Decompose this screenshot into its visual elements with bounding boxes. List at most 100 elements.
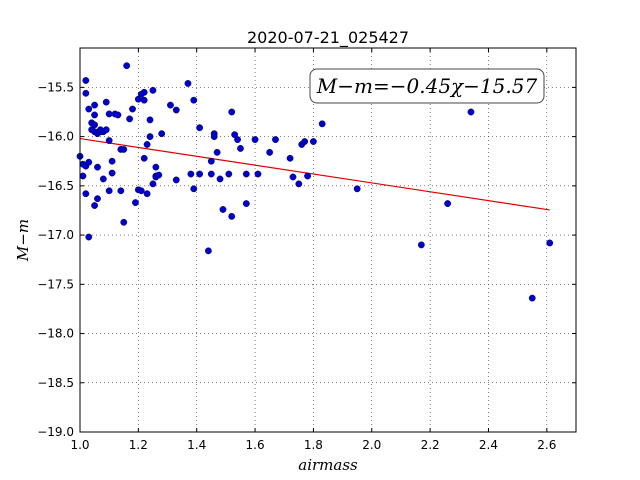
y-tick-label: −19.0	[37, 425, 74, 439]
data-point	[219, 206, 227, 213]
plot-frame	[79, 47, 577, 433]
data-point	[167, 101, 174, 109]
data-point	[82, 77, 90, 84]
data-point	[94, 195, 101, 203]
data-point	[444, 200, 452, 207]
data-point	[120, 218, 128, 226]
x-tick-label: 2.2	[421, 438, 440, 452]
data-point	[85, 233, 93, 241]
y-tick-label: −16.0	[37, 130, 74, 144]
data-point	[207, 170, 215, 178]
data-point	[132, 199, 139, 206]
chart-title: 2020-07-21_025427	[247, 28, 409, 48]
data-point	[207, 157, 215, 165]
data-point	[196, 170, 204, 178]
data-point	[105, 110, 113, 118]
data-point	[143, 190, 151, 198]
data-point	[140, 88, 148, 96]
data-point	[91, 101, 98, 109]
data-point	[102, 98, 110, 106]
data-point	[225, 170, 233, 178]
x-tick-label: 1.6	[246, 438, 265, 452]
data-point	[237, 145, 244, 152]
data-point	[149, 180, 157, 188]
data-point	[105, 187, 113, 195]
data-point	[114, 111, 122, 119]
data-point	[228, 108, 236, 116]
data-point	[172, 106, 180, 114]
y-axis-label: M−m	[14, 219, 32, 262]
data-point	[155, 171, 163, 179]
fit-equation-box: M−m=−0.45χ−15.57	[309, 68, 545, 104]
data-point	[467, 108, 475, 116]
y-tick-label: −16.5	[37, 179, 74, 193]
data-point	[146, 116, 154, 124]
data-point	[99, 175, 107, 183]
data-point	[187, 170, 195, 178]
x-tick-label: 2.6	[537, 438, 556, 452]
fit-line	[79, 137, 550, 211]
data-point	[149, 86, 157, 94]
data-point	[91, 111, 98, 119]
data-point	[129, 105, 136, 113]
data-point	[102, 126, 110, 134]
data-point	[146, 133, 154, 141]
data-point	[140, 154, 148, 162]
data-point	[546, 239, 554, 247]
y-tick-labels: −15.5 −16.0 −16.5 −17.0 −17.5 −18.0 −18.5 −19.0	[37, 80, 74, 439]
data-point	[91, 202, 98, 209]
y-tick-label: −15.5	[37, 80, 74, 94]
data-point	[228, 212, 236, 220]
data-point	[286, 154, 294, 162]
data-point	[120, 146, 128, 153]
data-point	[82, 89, 90, 97]
data-point	[289, 173, 297, 181]
data-point	[251, 136, 259, 143]
data-point	[242, 170, 250, 178]
data-point	[143, 141, 151, 148]
x-tick-label: 2.0	[362, 438, 381, 452]
data-point	[234, 136, 241, 143]
gridlines	[79, 48, 576, 433]
data-point	[213, 148, 221, 156]
data-point	[108, 169, 116, 177]
data-point	[79, 172, 87, 180]
data-point	[216, 175, 224, 183]
x-tick-label: 1.0	[70, 438, 89, 452]
data-point	[152, 163, 160, 171]
data-point	[242, 200, 250, 207]
data-point	[108, 157, 116, 165]
data-point	[82, 190, 90, 198]
data-point	[123, 62, 131, 70]
y-tick-label: −17.0	[37, 228, 74, 242]
data-point	[94, 163, 101, 171]
data-point	[272, 136, 279, 143]
data-point	[301, 138, 309, 145]
data-point	[190, 96, 198, 104]
y-tick-label: −17.5	[37, 277, 74, 291]
x-tick-labels: 1.0 1.2 1.4 1.6 1.8 2.0 2.2 2.4 2.6	[70, 438, 556, 452]
data-point	[184, 80, 192, 87]
x-axis-label: airmass	[298, 456, 358, 474]
data-point	[126, 115, 134, 123]
data-point	[196, 124, 204, 132]
data-point	[310, 138, 317, 145]
data-point	[417, 241, 425, 249]
data-point	[210, 133, 218, 141]
data-point	[528, 294, 536, 302]
x-tick-label: 1.8	[304, 438, 323, 452]
fit-equation-text: M−m=−0.45χ−15.57	[316, 74, 538, 98]
data-point	[190, 185, 198, 193]
x-tick-label: 1.4	[187, 438, 206, 452]
data-point	[91, 121, 98, 129]
data-point	[353, 185, 361, 193]
data-point	[304, 172, 311, 180]
y-tick-label: −18.0	[37, 327, 74, 341]
data-point	[204, 247, 212, 255]
data-point	[295, 180, 303, 188]
data-point	[172, 176, 180, 184]
data-point	[137, 187, 145, 195]
data-point	[266, 148, 274, 156]
data-point	[254, 170, 262, 178]
